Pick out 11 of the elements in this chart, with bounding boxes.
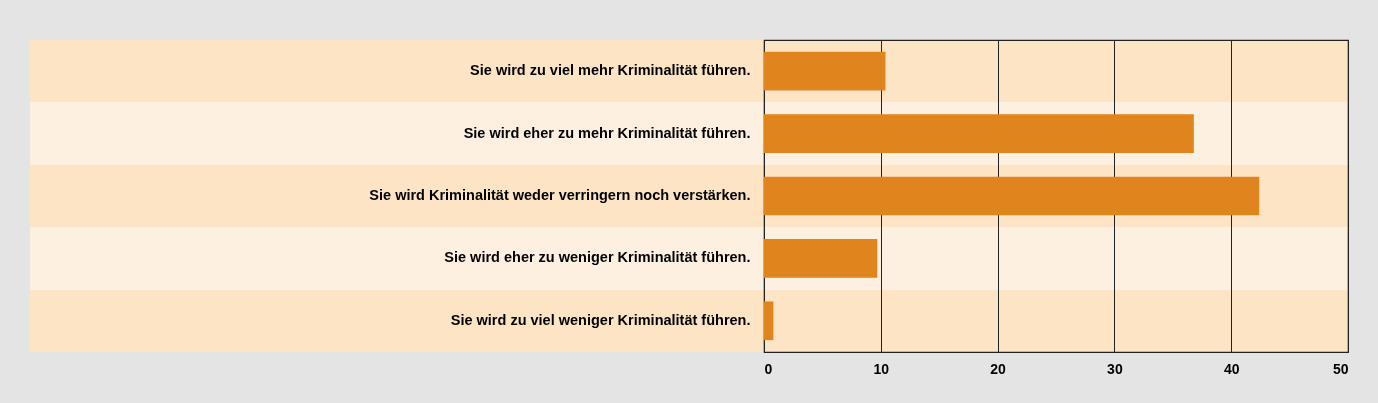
x-tick-label: 50	[1332, 360, 1349, 377]
y-tick-label: Sie wird zu viel mehr Kriminalität führen.	[470, 62, 751, 79]
x-tick-label: 40	[1223, 360, 1240, 377]
y-tick-label: Sie wird zu viel weniger Kriminalität führen.	[450, 311, 751, 328]
x-tick-label: 20	[990, 360, 1007, 377]
x-tick-label: 0	[764, 360, 773, 377]
y-tick-label: Sie wird eher zu weniger Kriminalität führen.	[444, 249, 751, 266]
y-tick-label: Sie wird Kriminalität weder verringern noch verstärken.	[369, 187, 751, 203]
y-tick-label: Sie wird eher zu mehr Kriminalität führen.	[463, 124, 751, 141]
x-tick-label: 30	[1107, 360, 1123, 377]
x-tick-label: 10	[873, 360, 890, 377]
